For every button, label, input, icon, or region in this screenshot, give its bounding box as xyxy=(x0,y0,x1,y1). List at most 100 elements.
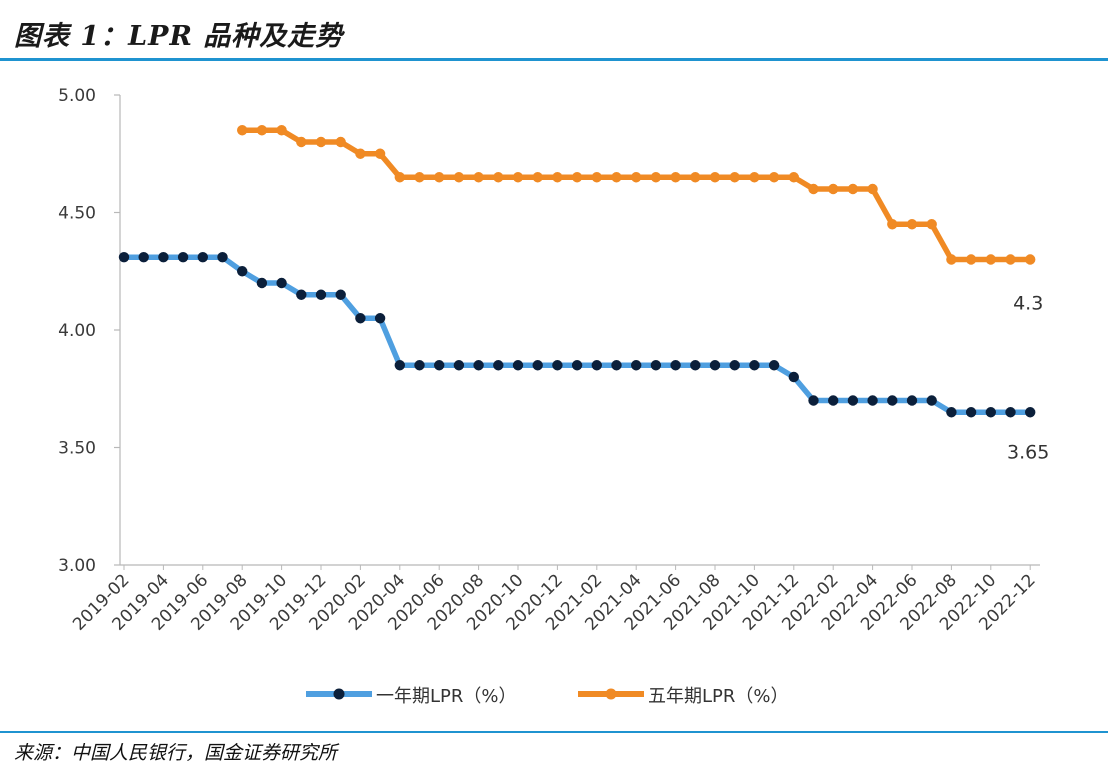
end-label-five-year: 4.3 xyxy=(1013,293,1043,315)
data-point-one-year xyxy=(197,251,208,263)
lpr-line-chart: 3.00 3.50 4.00 4.50 5.00 2019-022019-042019-… xyxy=(58,86,1049,635)
data-point-five-year xyxy=(611,172,622,183)
data-point-one-year xyxy=(138,251,149,263)
data-point-one-year xyxy=(158,251,169,263)
data-point-one-year xyxy=(670,360,681,371)
data-point-one-year xyxy=(512,360,524,371)
data-point-one-year xyxy=(453,360,465,371)
data-point-one-year xyxy=(965,407,977,418)
data-point-one-year xyxy=(335,289,346,300)
data-point-five-year xyxy=(493,172,504,183)
data-point-one-year xyxy=(374,313,386,324)
data-point-five-year xyxy=(374,148,386,159)
data-point-five-year xyxy=(1005,254,1016,265)
data-point-one-year xyxy=(867,395,878,406)
data-point-one-year xyxy=(276,277,287,289)
data-point-one-year xyxy=(217,251,228,263)
data-point-five-year xyxy=(985,254,996,265)
y-tick-labels: 3.00 3.50 4.00 4.50 5.00 xyxy=(58,86,96,576)
data-point-five-year xyxy=(591,172,602,183)
data-point-five-year xyxy=(276,125,287,136)
data-point-one-year xyxy=(611,360,622,371)
legend-swatch-one-year-marker xyxy=(333,688,345,700)
series-group xyxy=(118,125,1036,418)
data-point-five-year xyxy=(453,172,465,183)
end-labels: 3.65 4.3 xyxy=(1007,293,1049,464)
data-point-five-year xyxy=(690,172,701,183)
data-point-five-year xyxy=(788,172,799,183)
data-point-five-year xyxy=(650,172,662,183)
data-point-one-year xyxy=(315,289,327,300)
data-point-one-year xyxy=(650,360,662,371)
data-point-five-year xyxy=(631,172,642,183)
data-point-one-year xyxy=(552,360,563,371)
data-point-one-year xyxy=(434,360,445,371)
data-point-one-year xyxy=(729,360,740,371)
data-point-one-year xyxy=(690,360,701,371)
data-point-one-year xyxy=(985,407,996,418)
data-point-five-year xyxy=(237,125,248,136)
data-point-one-year xyxy=(768,360,780,371)
data-point-one-year xyxy=(828,395,839,406)
y-tick-label: 4.50 xyxy=(58,204,96,224)
data-point-five-year xyxy=(808,183,819,195)
data-point-five-year xyxy=(847,183,859,195)
legend-label-five-year: 五年期LPR（%） xyxy=(648,686,789,707)
data-point-one-year xyxy=(709,360,721,371)
title-rule xyxy=(0,58,1108,61)
y-tick-label: 3.00 xyxy=(58,556,96,576)
data-point-one-year xyxy=(906,395,918,406)
data-point-one-year xyxy=(177,251,189,263)
source-note: 来源：中国人民银行，国金证券研究所 xyxy=(14,742,338,764)
y-tick-label: 3.50 xyxy=(58,439,96,459)
data-point-five-year xyxy=(414,172,425,183)
data-point-five-year xyxy=(552,172,563,183)
data-point-one-year xyxy=(237,266,248,277)
chart-title: 图表 1：LPR 品种及走势 xyxy=(14,21,344,52)
data-point-one-year xyxy=(355,313,366,324)
data-point-one-year xyxy=(926,395,937,406)
data-point-one-year xyxy=(591,360,602,371)
data-point-five-year xyxy=(887,219,898,230)
data-point-one-year xyxy=(394,360,405,371)
data-point-five-year xyxy=(670,172,681,183)
y-tick-label: 4.00 xyxy=(58,321,96,341)
data-point-five-year xyxy=(296,136,307,148)
legend-swatch-five-year-marker xyxy=(605,688,617,700)
data-point-five-year xyxy=(394,172,405,183)
data-point-five-year xyxy=(768,172,780,183)
data-point-one-year xyxy=(946,407,957,418)
y-tick-label: 5.00 xyxy=(58,86,96,106)
source-rule xyxy=(0,731,1108,733)
data-point-one-year xyxy=(296,289,307,300)
data-point-one-year xyxy=(887,395,898,406)
data-point-one-year xyxy=(749,360,760,371)
data-point-one-year xyxy=(1005,407,1016,418)
data-point-one-year xyxy=(788,371,799,383)
legend-label-one-year: 一年期LPR（%） xyxy=(376,686,517,707)
data-point-one-year xyxy=(118,251,130,263)
data-point-five-year xyxy=(571,172,583,183)
data-point-five-year xyxy=(473,172,484,183)
legend: 一年期LPR（%） 五年期LPR（%） xyxy=(0,682,1108,708)
data-point-five-year xyxy=(709,172,721,183)
data-point-one-year xyxy=(473,360,484,371)
data-point-five-year xyxy=(256,125,268,136)
data-point-one-year xyxy=(631,360,642,371)
data-point-five-year xyxy=(512,172,524,183)
data-point-five-year xyxy=(1025,254,1036,265)
data-point-one-year xyxy=(493,360,504,371)
data-point-five-year xyxy=(315,136,327,148)
data-point-five-year xyxy=(946,254,957,265)
axes xyxy=(114,94,1040,570)
x-tick-labels: 2019-022019-042019-062019-082019-102019-… xyxy=(69,570,1040,634)
data-point-one-year xyxy=(1025,407,1036,418)
data-point-five-year xyxy=(729,172,740,183)
data-point-five-year xyxy=(355,148,366,159)
data-point-five-year xyxy=(749,172,760,183)
data-point-five-year xyxy=(906,219,918,230)
data-point-five-year xyxy=(965,254,977,265)
data-point-one-year xyxy=(256,277,268,289)
data-point-one-year xyxy=(571,360,583,371)
data-point-five-year xyxy=(828,183,839,195)
